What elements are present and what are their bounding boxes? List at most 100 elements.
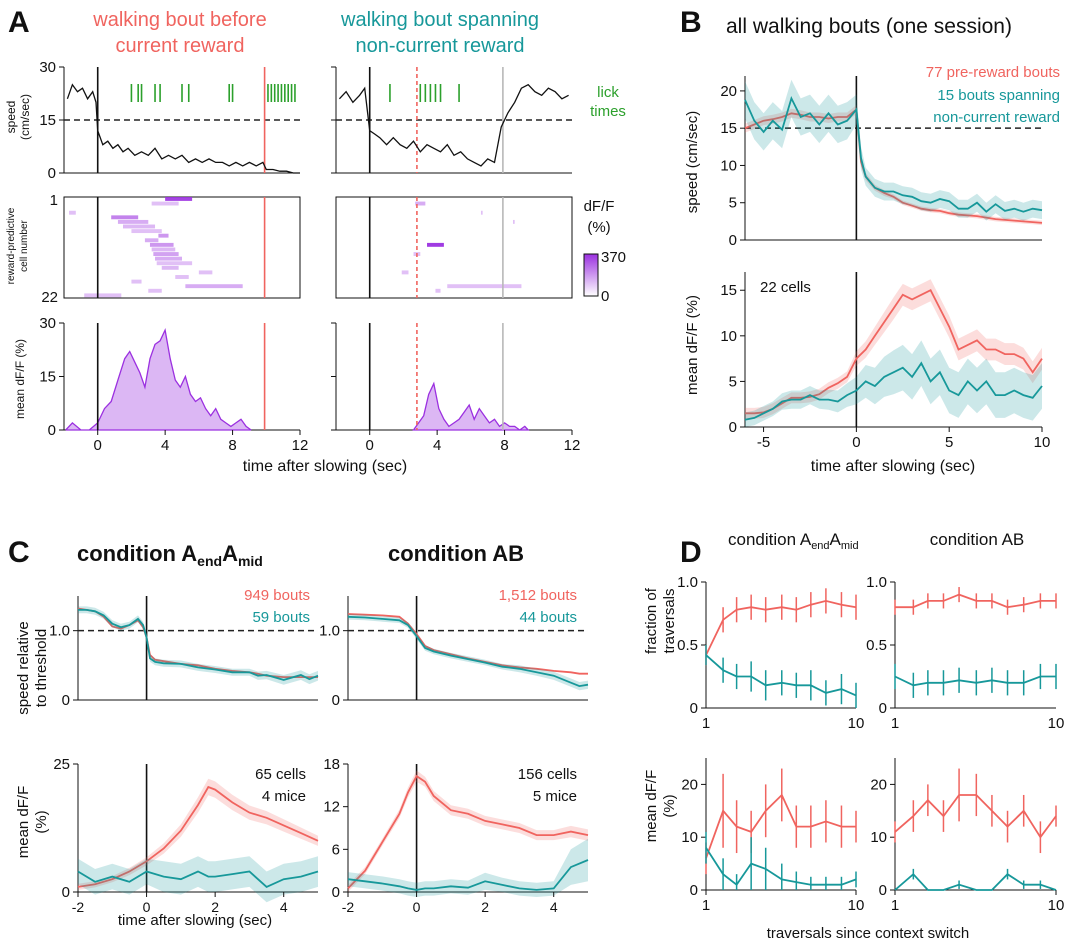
panel-letter-a: A [8,6,30,39]
panel-letter-d: D [680,536,702,569]
series-line-teal [744,361,1043,421]
series-line-teal [894,872,1057,891]
y-tick-label: 0 [690,882,698,899]
panel-a-speed-ylabel-2: (cm/sec) [18,94,32,140]
lick-label-2: times [590,103,626,120]
y-tick-label: 15 [39,112,56,129]
y-tick-label: 0 [48,422,56,439]
series-line-teal [894,675,1056,687]
series-line-red [745,288,1043,415]
panel-a-raster-ylabel-1: reward-predictive [6,207,17,284]
mean-dff-area [412,381,530,431]
panel-c-left-teal-n: 59 bouts [252,609,310,626]
panel-a-speed-ylabel-1: speed [4,101,18,134]
raster-activity [165,197,193,201]
raster-activity [427,242,444,247]
y-tick-label: 30 [39,315,56,332]
axes-D-left-bottom: 0 10 20 [681,758,856,899]
series-line-red [895,593,1056,609]
panel-c-speed-ylabel-2: to threshold [33,629,50,707]
series-line-red [705,793,856,859]
raster-activity [401,270,409,275]
x-tick-label: 0 [413,899,421,915]
x-tick-label: 1 [891,715,899,732]
raster-activity [84,293,122,298]
y-tick-label: 10 [681,829,698,846]
axes-D-left-top: 0 0.5 1.0 [677,574,856,717]
panel-c-right-title: condition AB [388,541,524,566]
axes-B-mean: 0 5 10 15 [720,272,1042,436]
y-tick-label: 20 [720,83,737,100]
cell-tick-label: 1 [50,192,58,209]
y-tick-label: 15 [720,282,737,299]
panel-a-left-title-1: walking bout before [92,9,266,31]
raster-activity [151,201,179,206]
y-tick-label: 0 [332,692,340,709]
panel-c-left-red-n: 949 bouts [244,587,310,604]
x-tick-label: 2 [211,899,219,915]
sem-band-teal [745,79,1042,221]
raster-activity [153,252,179,256]
raster-activity [111,215,139,220]
y-tick-label: 0.5 [677,637,698,654]
x-tick-label: 0 [94,437,102,454]
panel-b-mean-ylabel: mean dF/F (%) [684,295,701,395]
sem-band-red [78,778,318,890]
x-tick-label: 0 [852,434,860,451]
panel-b-legend-red: 77 pre-reward bouts [926,64,1060,81]
y-tick-label: 20 [681,776,698,793]
x-tick-label: 10 [848,897,865,914]
y-tick-label: 12 [323,799,340,816]
x-tick-label: 4 [433,437,441,454]
y-tick-label: 0 [62,692,70,709]
series-line-red [77,785,319,888]
x-tick-label: 5 [945,434,953,451]
x-tick-label: 4 [280,899,288,915]
speed-trace [66,83,300,174]
raster-activity [435,288,441,293]
x-tick-label: 12 [564,437,581,454]
panel-d-left-title: condition AendAmid [728,530,859,552]
panel-d-top-ylabel-2: traversals [661,588,678,653]
x-tick-label: 4 [161,437,169,454]
series-line-red [347,613,588,675]
series-line-teal [347,859,589,891]
raster-activity [158,233,169,238]
series-line-teal [347,615,589,688]
panel-c-left-mice: 4 mice [262,788,306,805]
panel-b-cells-label: 22 cells [760,279,811,296]
y-tick-label: 0 [690,700,698,717]
panel-letter-b: B [680,6,702,39]
axes-B-speed: 0 5 10 15 20 [720,76,1042,249]
y-tick-label: 1.0 [49,623,70,640]
y-tick-label: 5 [729,373,737,390]
y-tick-label: 0 [62,884,70,901]
x-tick-label: 10 [1048,897,1065,914]
panel-c-right-mice: 5 mice [533,788,577,805]
panel-b-legend-teal-2: non-current reward [933,109,1060,126]
axes-D-right-bottom: 0 10 20 [870,758,1056,899]
panel-a-mean-ylabel: mean dF/F (%) [13,339,27,419]
series-line-teal [705,654,857,697]
panel-c-left-title: condition AendAmid [77,541,263,569]
x-tick-label: 1 [702,715,710,732]
panel-b-title: all walking bouts (one session) [726,15,1012,38]
panel-a-left-title-2: current reward [116,35,245,57]
y-tick-label: 0 [729,232,737,249]
panel-a-raster-ylabel-2: cell number [19,219,30,271]
y-tick-label: 0.5 [866,637,887,654]
panel-d-top-ylabel-1: fraction of [643,587,660,654]
axes-A-left-mean: 0 15 30 [39,315,300,439]
panel-letter-c: C [8,536,30,569]
raster-activity [151,247,176,252]
raster-activity [144,238,159,243]
axes-A-right-mean [331,322,572,431]
raster-activity [148,288,162,293]
panel-d-bottom-ylabel-2: (%) [661,794,678,817]
y-tick-label: 0 [729,419,737,436]
raster-activity [185,284,243,289]
panel-c-left-cells: 65 cells [255,766,306,783]
panel-d-bottom-ylabel-1: mean dF/F [643,770,660,843]
sem-band-teal [745,340,1042,427]
raster-activity [175,275,189,279]
